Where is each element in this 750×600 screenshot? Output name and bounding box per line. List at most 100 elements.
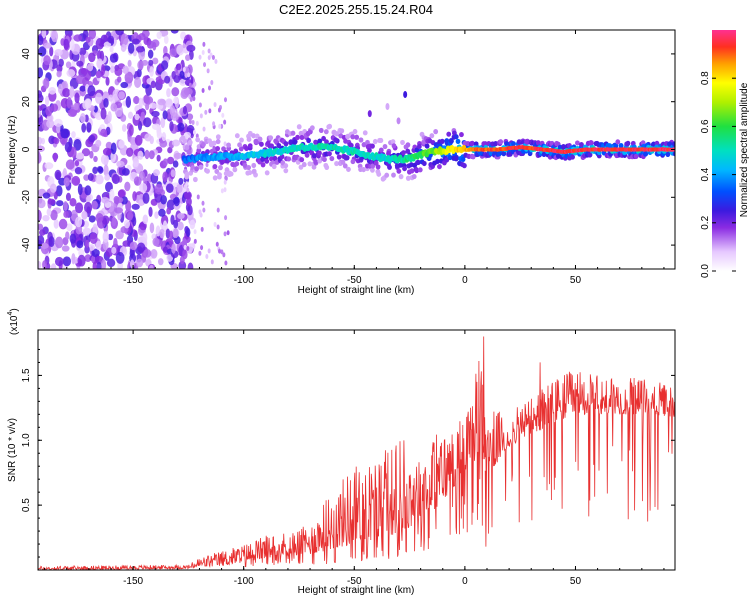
noise-blob: [203, 62, 207, 68]
x-tick-label: 0: [462, 576, 468, 587]
noise-blob: [217, 107, 221, 113]
noise-blob: [71, 175, 81, 186]
noise-blob: [65, 192, 71, 202]
noise-blob: [111, 246, 117, 255]
noise-blob: [150, 80, 156, 89]
noise-blob: [110, 142, 117, 155]
noise-blob: [144, 149, 150, 160]
noise-blob: [108, 94, 114, 102]
noise-blob: [89, 232, 98, 244]
noise-blob: [137, 150, 144, 160]
snr-series-line: [38, 336, 675, 570]
noise-blob: [43, 55, 51, 66]
ridge-halo: [387, 164, 392, 170]
ridge-halo: [307, 161, 313, 167]
noise-blob: [222, 252, 226, 258]
noise-blob: [76, 74, 85, 85]
noise-blob: [145, 96, 154, 105]
noise-blob: [163, 35, 169, 44]
ridge-halo: [384, 172, 390, 178]
noise-blob: [93, 155, 98, 163]
noise-blob: [151, 110, 160, 118]
noise-blob: [87, 173, 94, 182]
ridge-halo: [340, 159, 346, 165]
noise-blob: [224, 215, 228, 221]
noise-blob: [220, 188, 224, 194]
noise-blob: [156, 154, 161, 162]
noise-blob: [111, 173, 120, 185]
noise-blob: [140, 111, 145, 120]
noise-blob: [95, 70, 102, 79]
noise-blob: [154, 191, 163, 203]
ridge-halo: [283, 168, 289, 174]
noise-blob: [186, 243, 194, 254]
ridge-halo: [272, 155, 278, 161]
ridge-halo: [321, 135, 326, 142]
noise-blob: [65, 159, 75, 170]
ridge-halo: [439, 138, 445, 144]
ridge-halo: [336, 154, 342, 160]
noise-blob: [134, 113, 140, 121]
noise-blob: [42, 192, 51, 199]
noise-blob: [100, 128, 108, 137]
noise-blob: [171, 243, 176, 254]
ridge-halo: [352, 128, 358, 135]
ridge-halo: [405, 148, 411, 154]
noise-blob: [185, 181, 189, 187]
ridge-halo: [346, 166, 351, 172]
noise-blob: [182, 43, 186, 49]
noise-blob: [49, 183, 57, 193]
noise-blob: [74, 160, 80, 167]
noise-blob: [132, 156, 140, 168]
noise-blob: [170, 112, 179, 121]
noise-blob: [162, 220, 168, 231]
ridge-halo: [333, 137, 339, 143]
spectrogram-panel: -150 -100 -50 0 50 -40 -20 0 20 40 Height of stra…: [7, 29, 676, 296]
noise-blob: [66, 97, 72, 109]
noise-blob: [84, 185, 92, 196]
noise-blob: [64, 141, 72, 153]
noise-blob: [184, 226, 189, 234]
scale-note-close: ): [9, 308, 20, 311]
ridge-halo: [633, 153, 639, 160]
noise-blob: [138, 97, 143, 110]
noise-blob: [115, 251, 125, 264]
noise-blob: [111, 216, 117, 227]
noise-blob: [173, 219, 179, 229]
noise-blob: [176, 44, 185, 56]
snr-y-axis-label: SNR (10 * v/v): [7, 418, 18, 482]
ridge-halo: [264, 170, 270, 176]
noise-blob: [170, 169, 176, 178]
noise-blob: [95, 92, 103, 104]
noise-blob: [61, 245, 70, 252]
noise-blob: [120, 81, 129, 89]
ridge-halo: [264, 158, 270, 164]
noise-blob: [224, 260, 228, 266]
ridge-halo: [579, 141, 584, 148]
noise-blob: [47, 198, 56, 205]
noise-blob: [121, 124, 127, 132]
colorbar: 0.0 0.2 0.4 0.6 0.8 Normalized spectral ampl…: [700, 30, 750, 278]
spectrogram-axes: -150 -100 -50 0 50 -40 -20 0 20 40: [21, 29, 675, 286]
noise-blob: [127, 111, 134, 119]
noise-blob: [179, 70, 185, 79]
noise-blob: [56, 123, 61, 134]
noise-blob: [162, 171, 168, 182]
ridge-halo: [247, 143, 253, 149]
ridge-halo: [672, 151, 675, 157]
ridge-halo: [184, 145, 190, 151]
noise-blob: [202, 207, 206, 213]
noise-blob: [139, 183, 148, 193]
noise-blob: [137, 60, 144, 70]
ridge-halo: [242, 162, 248, 168]
noise-blob: [154, 211, 159, 219]
noise-blob: [183, 87, 193, 96]
noise-blob: [218, 123, 222, 129]
noise-blob: [73, 102, 79, 111]
ridge-halo: [524, 139, 529, 145]
ridge-halo: [313, 159, 319, 165]
noise-blob: [161, 60, 169, 70]
noise-blob: [131, 38, 140, 45]
ridge-halo: [511, 141, 516, 147]
noise-blob: [60, 128, 70, 139]
